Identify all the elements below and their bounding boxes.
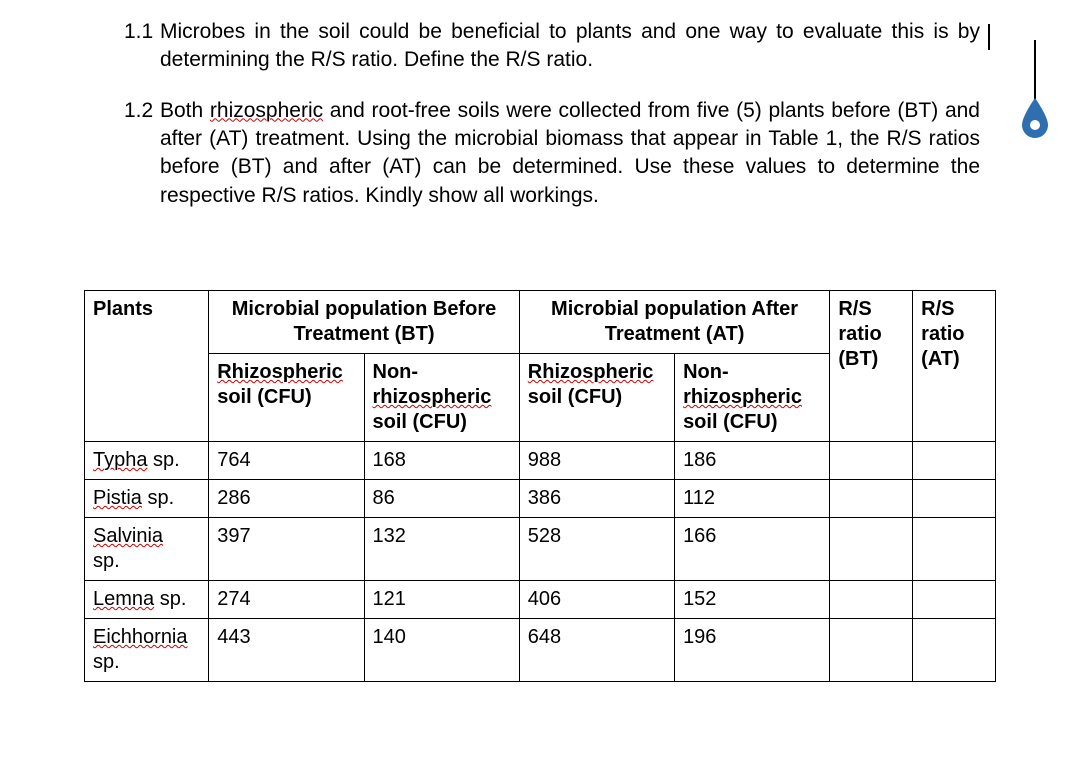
cell-value: 286 bbox=[209, 480, 364, 518]
table-row: Lemna sp.274121406152 bbox=[85, 581, 996, 619]
col-group-bt: Microbial population Before Treatment (B… bbox=[209, 291, 520, 354]
cell-value: 140 bbox=[364, 619, 519, 682]
annotation-marker bbox=[1020, 40, 1050, 138]
question-1-2: 1.2 Both rhizospheric and root-free soil… bbox=[124, 97, 980, 210]
col-group-at: Microbial population After Treatment (AT… bbox=[519, 291, 830, 354]
cell-rs-empty bbox=[830, 619, 913, 682]
col-non-bt: Non-rhizospheric soil (CFU) bbox=[364, 354, 519, 442]
cell-rs-empty bbox=[830, 581, 913, 619]
cell-value: 132 bbox=[364, 518, 519, 581]
cell-value: 406 bbox=[519, 581, 674, 619]
cell-value: 274 bbox=[209, 581, 364, 619]
cell-plant: Lemna sp. bbox=[85, 581, 209, 619]
cell-value: 443 bbox=[209, 619, 364, 682]
table-body: Typha sp.764168988186Pistia sp.286863861… bbox=[85, 442, 996, 682]
cell-value: 528 bbox=[519, 518, 674, 581]
question-text: Microbes in the soil could be beneficial… bbox=[160, 18, 980, 75]
cell-rs-empty bbox=[830, 480, 913, 518]
cell-plant: Typha sp. bbox=[85, 442, 209, 480]
cell-value: 386 bbox=[519, 480, 674, 518]
table-row: Pistia sp.28686386112 bbox=[85, 480, 996, 518]
cell-plant: Eichhorniasp. bbox=[85, 619, 209, 682]
cell-rs-empty bbox=[913, 518, 996, 581]
col-rs-at: R/S ratio (AT) bbox=[913, 291, 996, 442]
table-header-row-1: Plants Microbial population Before Treat… bbox=[85, 291, 996, 354]
cell-rs-empty bbox=[913, 480, 996, 518]
cell-value: 112 bbox=[675, 480, 830, 518]
cell-value: 988 bbox=[519, 442, 674, 480]
col-non-at: Non-rhizospheric soil (CFU) bbox=[675, 354, 830, 442]
cell-value: 196 bbox=[675, 619, 830, 682]
cell-plant: Salviniasp. bbox=[85, 518, 209, 581]
question-1-1: 1.1 Microbes in the soil could be benefi… bbox=[124, 18, 980, 75]
cell-rs-empty bbox=[913, 619, 996, 682]
col-rhizo-bt: Rhizospheric soil (CFU) bbox=[209, 354, 364, 442]
cell-value: 121 bbox=[364, 581, 519, 619]
col-rs-bt: R/S ratio (BT) bbox=[830, 291, 913, 442]
cell-value: 166 bbox=[675, 518, 830, 581]
cell-plant: Pistia sp. bbox=[85, 480, 209, 518]
text-cursor bbox=[988, 24, 990, 50]
table-row: Eichhorniasp.443140648196 bbox=[85, 619, 996, 682]
question-text: Both rhizospheric and root-free soils we… bbox=[160, 97, 980, 210]
cell-rs-empty bbox=[830, 518, 913, 581]
question-number: 1.1 bbox=[124, 18, 160, 75]
cell-value: 397 bbox=[209, 518, 364, 581]
cell-value: 86 bbox=[364, 480, 519, 518]
cell-rs-empty bbox=[830, 442, 913, 480]
question-number: 1.2 bbox=[124, 97, 160, 210]
data-table-container: Plants Microbial population Before Treat… bbox=[84, 290, 996, 682]
cell-value: 168 bbox=[364, 442, 519, 480]
cell-value: 648 bbox=[519, 619, 674, 682]
cell-value: 152 bbox=[675, 581, 830, 619]
col-rhizo-at: Rhizospheric soil (CFU) bbox=[519, 354, 674, 442]
cell-value: 764 bbox=[209, 442, 364, 480]
microbial-population-table: Plants Microbial population Before Treat… bbox=[84, 290, 996, 682]
table-row: Typha sp.764168988186 bbox=[85, 442, 996, 480]
cell-value: 186 bbox=[675, 442, 830, 480]
table-row: Salviniasp.397132528166 bbox=[85, 518, 996, 581]
question-block: 1.1 Microbes in the soil could be benefi… bbox=[0, 0, 1080, 210]
cell-rs-empty bbox=[913, 442, 996, 480]
col-plants: Plants bbox=[85, 291, 209, 442]
cell-rs-empty bbox=[913, 581, 996, 619]
